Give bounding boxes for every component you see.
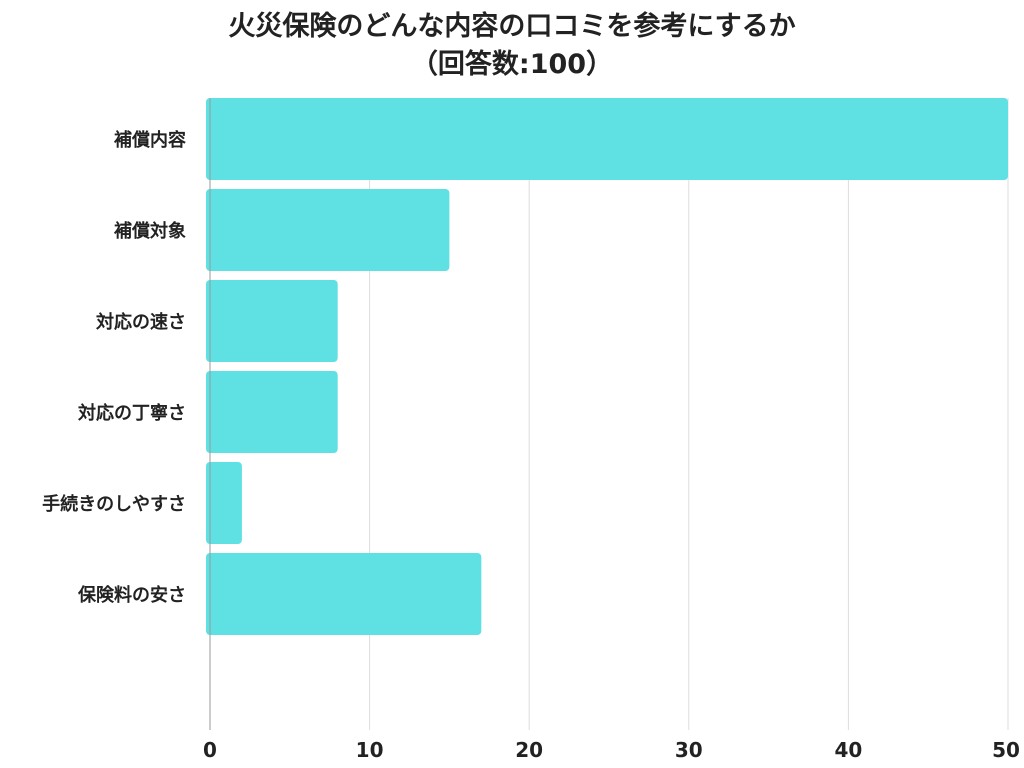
category-label: 手続きのしやすさ [42,493,186,515]
bar-5 [206,462,242,544]
x-tick-label: 10 [356,738,384,762]
chart-subtitle: （回答数:100） [410,49,614,80]
bar-1 [206,98,1008,180]
x-tick-labels: 0 10 20 30 40 50 [203,738,1020,762]
x-tick-label: 30 [675,738,703,762]
chart-title-main: 火災保険のどんな内容の口コミを参考にするか [228,11,796,42]
bar-6 [206,553,482,635]
bar-4 [206,371,338,453]
bar-3 [206,280,338,362]
x-tick-label: 50 [992,738,1020,762]
bars [206,98,1008,635]
x-tick-label: 40 [834,738,862,762]
category-label: 対応の速さ [95,311,186,333]
category-label: 対応の丁寧さ [77,402,186,424]
bar-2 [206,189,450,271]
x-tick-label: 20 [515,738,543,762]
grid-lines [369,98,1009,730]
chart-title: 火災保険のどんな内容の口コミを参考にするか （回答数:100） [0,8,1024,84]
category-label: 保険料の安さ [77,584,186,606]
category-label: 補償対象 [113,220,186,242]
category-label: 補償内容 [113,129,186,151]
x-tick-label: 0 [203,738,217,762]
